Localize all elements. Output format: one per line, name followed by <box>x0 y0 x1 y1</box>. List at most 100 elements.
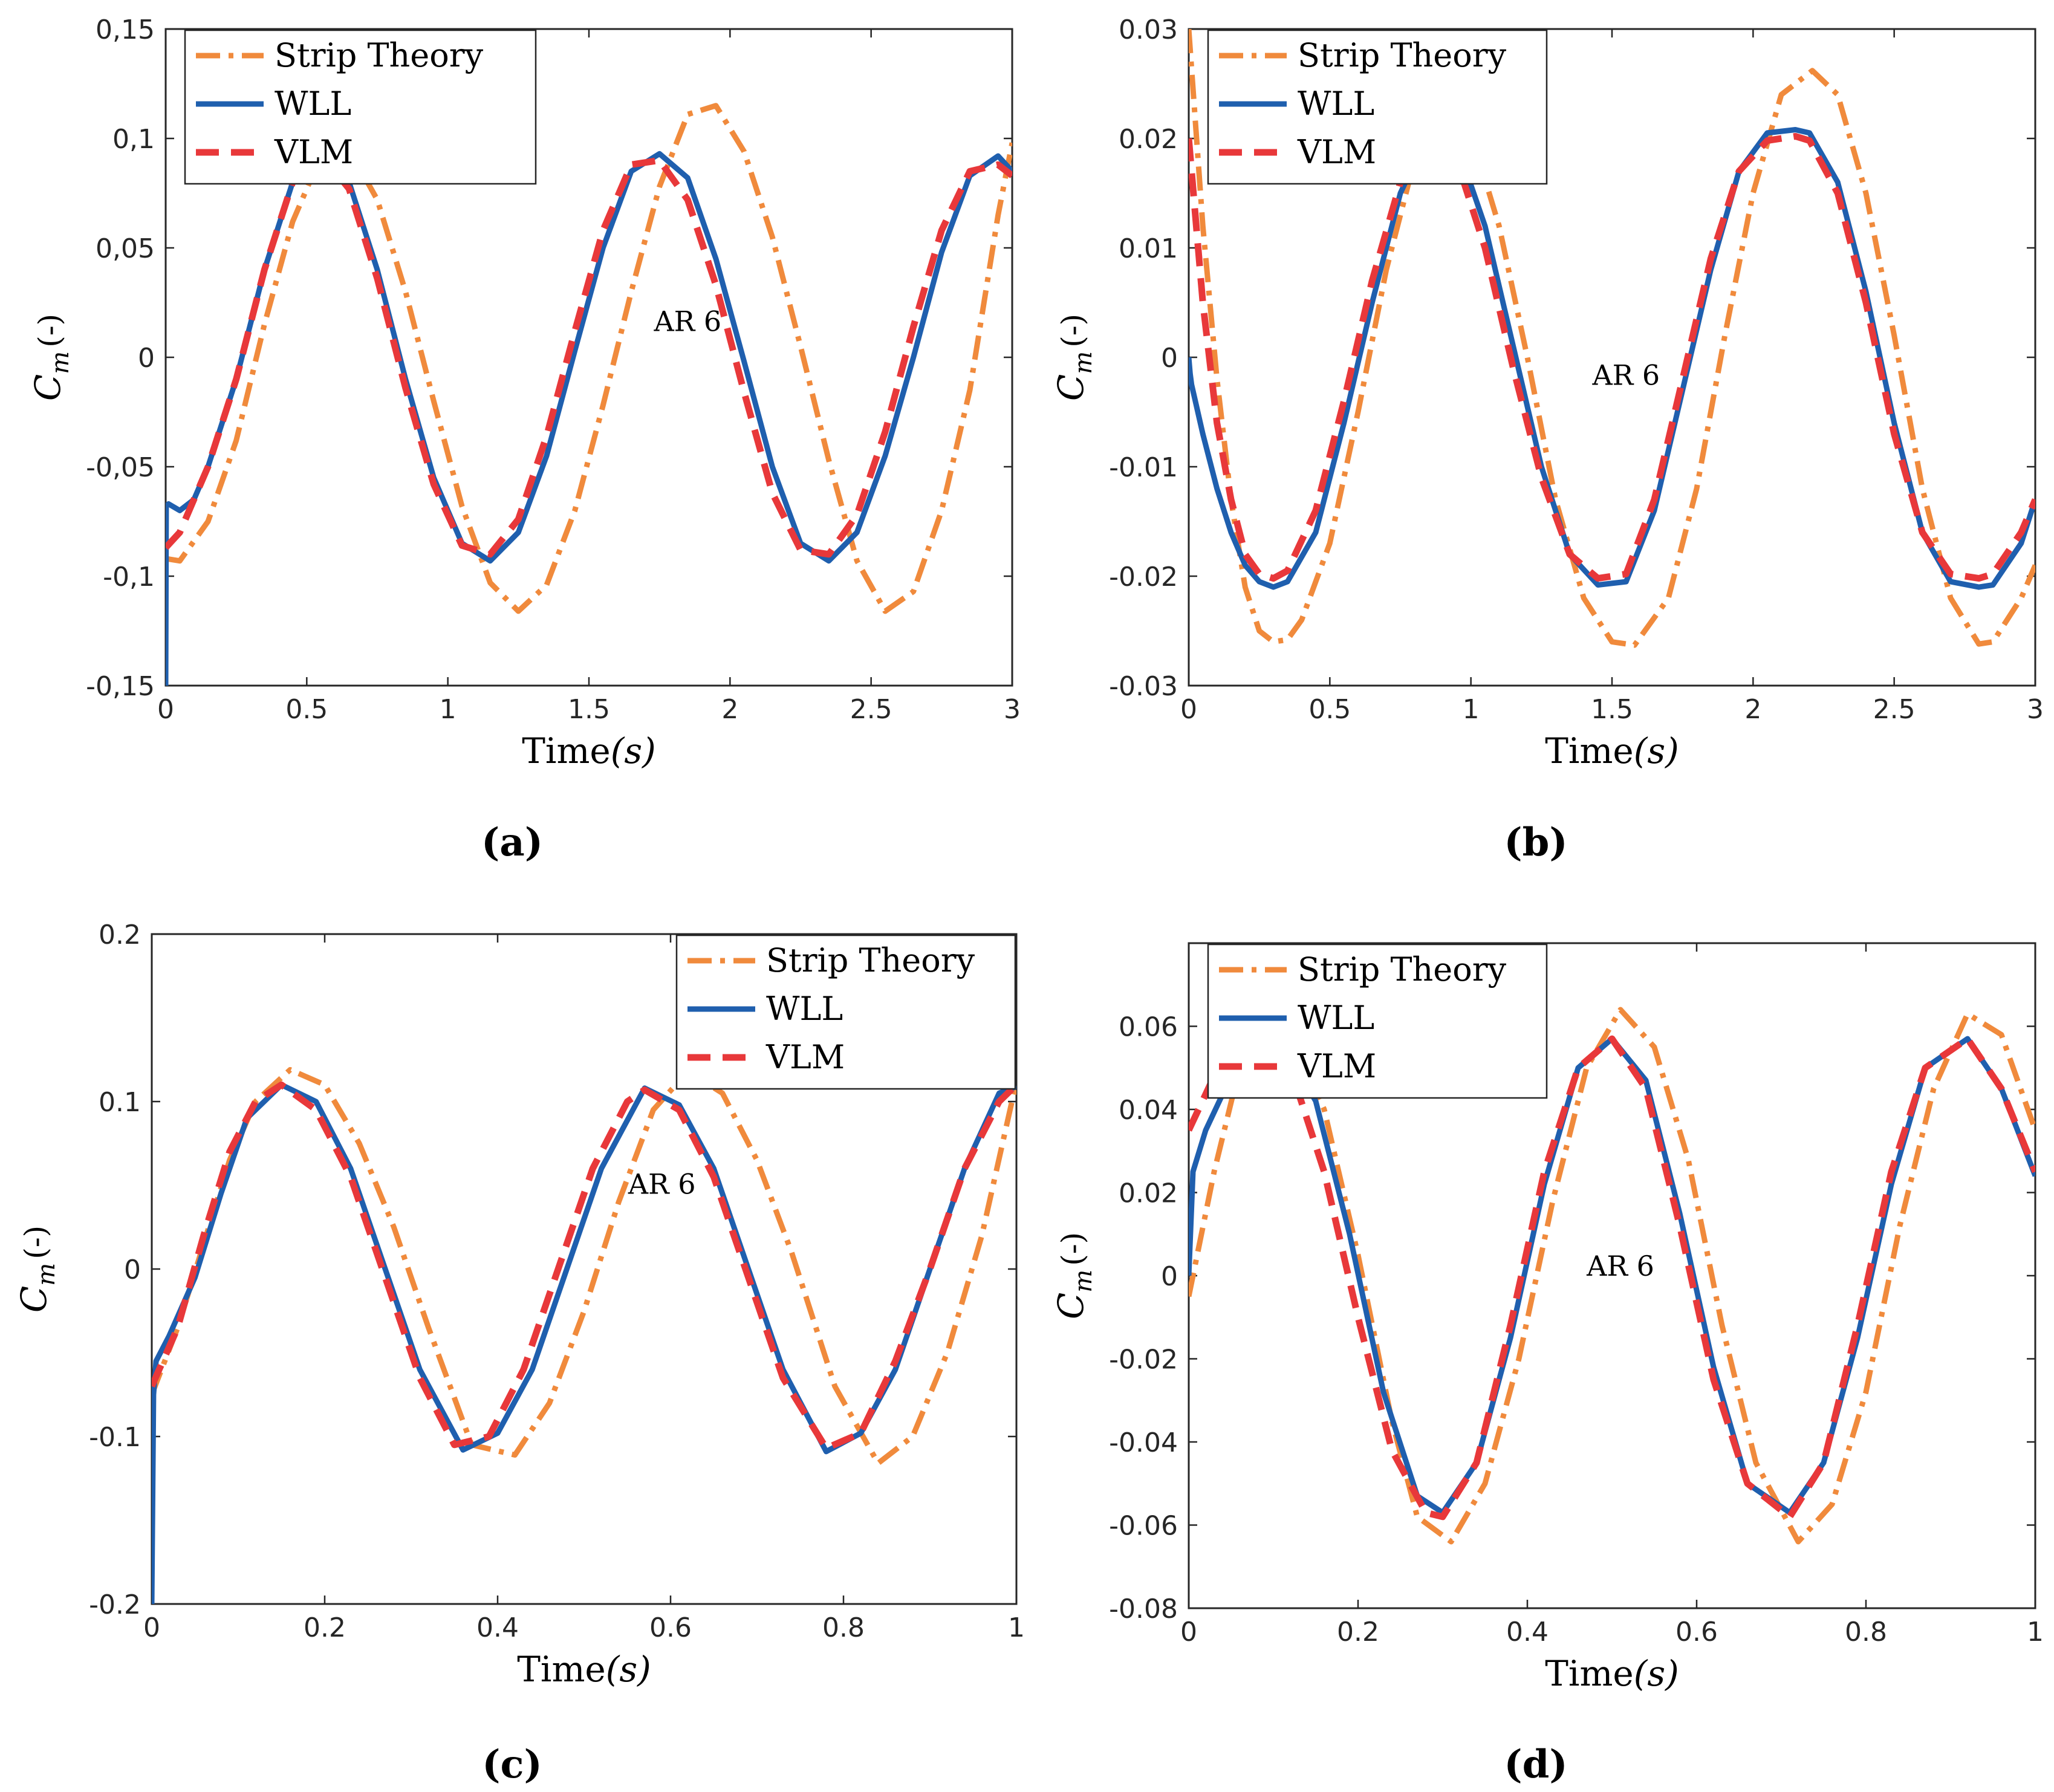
x-axis-label-text: Time <box>1545 1653 1634 1694</box>
y-axis-label-sub: m <box>33 1263 60 1286</box>
x-tick-label: 3 <box>2027 694 2044 725</box>
legend: Strip Theory WLL VLM <box>184 29 537 185</box>
y-tick-label: 0.06 <box>1119 1012 1178 1043</box>
x-tick-label: 0.5 <box>1308 694 1351 725</box>
x-axis-label: Time(s) <box>522 730 656 771</box>
y-tick-label: 0 <box>1161 1261 1178 1292</box>
y-tick-label: 0.2 <box>99 920 141 950</box>
legend-box <box>1207 29 1548 185</box>
chart-panel-c: 0 0.2 0.4 0.6 0.8 1 -0.2 -0.1 0 0.1 0.2 Time(s) Cm (-… <box>13 920 1025 1787</box>
x-axis-label-unit: (s) <box>1634 730 1679 771</box>
series-line-strip-theory <box>166 103 1012 614</box>
legend: Strip Theory WLL VLM <box>675 934 1016 1090</box>
series-group <box>1189 29 2035 648</box>
y-tick-label: 0,1 <box>112 124 155 155</box>
x-tick-label: 2 <box>1744 694 1761 725</box>
panel-caption: (b) <box>1504 820 1567 865</box>
x-axis-label-unit: (s) <box>1634 1653 1679 1694</box>
legend-entry: WLL <box>1298 85 1374 123</box>
y-tick-label: -0,15 <box>86 671 155 702</box>
x-tick-label: 0.4 <box>476 1612 519 1643</box>
y-tick-label: 0,05 <box>96 233 155 264</box>
x-tick-label: 0.6 <box>649 1612 692 1643</box>
legend-entry: WLL <box>275 85 351 123</box>
y-tick-label: -0.06 <box>1109 1511 1178 1542</box>
y-tick-label: -0,1 <box>103 562 155 592</box>
y-axis-label: Cm (-) <box>1050 1232 1097 1319</box>
y-axis-label-sub: m <box>1070 1270 1097 1293</box>
y-axis-label: Cm (-) <box>13 1226 60 1313</box>
y-tick-label: -0.1 <box>89 1422 141 1453</box>
x-axis-label-text: Time <box>1545 730 1634 771</box>
x-tick-label: 1.5 <box>568 694 610 725</box>
y-axis-label-unit: (-) <box>1055 314 1090 348</box>
y-tick-label: 0.02 <box>1119 1178 1178 1209</box>
x-axis-label-text: Time <box>517 1649 606 1690</box>
y-axis-label-sub: m <box>1070 351 1097 374</box>
x-tick-label: 2.5 <box>850 694 892 725</box>
x-tick-label: 1.5 <box>1591 694 1633 725</box>
annotation-label: AR 6 <box>1586 1250 1654 1282</box>
y-tick-label: 0.01 <box>1119 233 1178 264</box>
x-tick-label: 0.4 <box>1506 1617 1549 1648</box>
legend-entry: VLM <box>765 1038 845 1076</box>
x-tick-label: 1 <box>1008 1612 1025 1643</box>
series-line-vlm <box>1189 1035 2035 1521</box>
legend-box <box>1207 943 1548 1099</box>
panel-caption: (a) <box>481 820 543 865</box>
x-axis-label: Time(s) <box>1545 1653 1679 1694</box>
x-tick-label: 0.2 <box>304 1612 346 1643</box>
annotation-label: AR 6 <box>1591 359 1660 391</box>
y-tick-label: -0.01 <box>1109 452 1178 483</box>
chart-panel-d: 0 0.2 0.4 0.6 0.8 1 -0.08 -0.06 -0.04 -0.02 0 0.02 0… <box>1050 942 2044 1787</box>
legend-entry: WLL <box>1298 999 1374 1037</box>
y-tick-label: 0.03 <box>1119 15 1178 45</box>
legend-entry: Strip Theory <box>1298 36 1507 74</box>
y-tick-label: 0.02 <box>1119 124 1178 155</box>
series-group <box>152 1066 1016 1604</box>
chart-panel-b: 0 0.5 1 1.5 2 2.5 3 -0.03 -0.02 -0.01 0 0.01 0.02 0.0… <box>1050 15 2044 865</box>
y-tick-label: -0.08 <box>1109 1594 1178 1625</box>
legend: Strip Theory WLL VLM <box>1207 943 1548 1099</box>
x-tick-label: 0 <box>1180 1617 1197 1648</box>
legend-entry: VLM <box>274 133 353 171</box>
y-axis-label-main: C <box>13 1286 54 1313</box>
x-tick-label: 1 <box>2027 1617 2044 1648</box>
x-tick-label: 2 <box>721 694 738 725</box>
series-line-vlm <box>1189 132 2035 582</box>
annotation-label: AR 6 <box>628 1167 696 1200</box>
legend-entry: VLM <box>1297 133 1376 171</box>
x-tick-label: 0 <box>1180 694 1197 725</box>
legend: Strip Theory WLL VLM <box>1207 29 1548 185</box>
x-tick-label: 0.2 <box>1337 1617 1379 1648</box>
y-tick-label: 0 <box>138 343 155 374</box>
y-tick-label: -0,05 <box>86 452 155 483</box>
series-line-strip-theory <box>1189 29 2035 648</box>
x-tick-label: 1 <box>440 694 457 725</box>
legend-entry: Strip Theory <box>1298 950 1507 989</box>
x-tick-label: 0.6 <box>1675 1617 1718 1648</box>
x-axis-label-text: Time <box>522 730 611 771</box>
panel-caption: (c) <box>482 1742 542 1787</box>
y-axis-label-main: C <box>1050 374 1091 401</box>
x-axis-label: Time(s) <box>517 1649 651 1690</box>
chart-panel-a: 0 0.5 1 1.5 2 2.5 3 -0,15 -0,1 -0,05 0 0,05 0,1 0,15 T… <box>27 15 1021 865</box>
y-axis-label: Cm (-) <box>1050 314 1097 401</box>
panel-caption: (d) <box>1504 1742 1567 1787</box>
y-tick-label: -0.02 <box>1109 562 1178 592</box>
legend-entry: Strip Theory <box>766 941 975 979</box>
x-tick-label: 0.5 <box>285 694 328 725</box>
y-tick-label: -0.03 <box>1109 671 1178 702</box>
y-tick-label: 0.1 <box>99 1087 141 1118</box>
y-axis-label-unit: (-) <box>18 1226 53 1259</box>
x-tick-label: 0 <box>143 1612 160 1643</box>
x-axis-label-unit: (s) <box>606 1649 651 1690</box>
x-tick-label: 0.8 <box>822 1612 865 1643</box>
y-axis-label-unit: (-) <box>1055 1232 1090 1266</box>
x-axis-label-unit: (s) <box>611 730 656 771</box>
y-axis-label: Cm (-) <box>27 314 74 401</box>
series-line-vlm <box>152 1081 1016 1452</box>
legend-entry: VLM <box>1297 1047 1376 1085</box>
legend-entry: WLL <box>766 990 843 1028</box>
